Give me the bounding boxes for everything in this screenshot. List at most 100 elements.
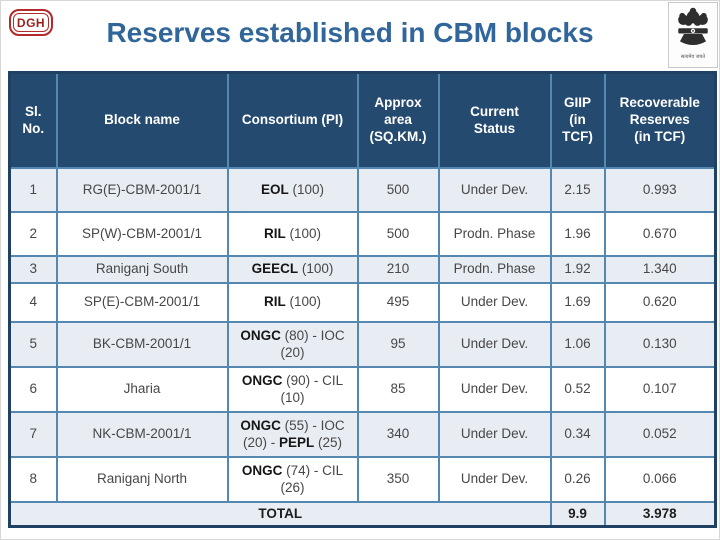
consortium-company: ONGC xyxy=(240,418,281,434)
cell-sl: 7 xyxy=(8,411,58,458)
cell-giip: 0.26 xyxy=(549,456,606,503)
emblem-caption: सत्यमेव जयते xyxy=(680,54,706,60)
consortium-share: (100) xyxy=(288,181,325,197)
consortium-company: GEECL xyxy=(251,261,299,277)
cell-recoverable: 0.130 xyxy=(603,321,717,368)
col-giip: GIIP (in TCF) xyxy=(549,71,606,169)
consortium-share: (25) xyxy=(314,434,343,450)
consortium-share: (55) - IOC (20) - xyxy=(242,418,345,450)
consortium-company: RIL xyxy=(263,294,286,310)
cell-area: 85 xyxy=(356,366,440,413)
cell-recoverable: 0.066 xyxy=(603,456,717,503)
cell-area: 340 xyxy=(356,411,440,458)
table-row: 3 Raniganj South GEECL (100) 210 Prodn. Phas… xyxy=(8,255,717,284)
cell-giip: 0.52 xyxy=(549,366,606,413)
consortium-company: ONGC xyxy=(241,463,283,479)
cell-sl: 5 xyxy=(8,321,58,368)
cell-consortium: ONGC (90) - CIL (10) xyxy=(226,366,359,413)
cell-status: Prodn. Phase xyxy=(437,255,552,284)
cell-area: 500 xyxy=(356,167,440,213)
cell-status: Under Dev. xyxy=(437,456,552,503)
cell-consortium: RIL (100) xyxy=(226,282,359,323)
cell-recoverable: 0.107 xyxy=(603,366,717,413)
total-recoverable: 3.978 xyxy=(603,501,717,527)
col-block-name: Block name xyxy=(55,71,229,169)
cell-block: SP(W)-CBM-2001/1 xyxy=(55,211,229,257)
cell-sl: 4 xyxy=(8,282,58,323)
cell-giip: 1.96 xyxy=(549,211,606,257)
consortium-company: RIL xyxy=(263,225,286,241)
cell-recoverable: 0.670 xyxy=(603,211,717,257)
cell-giip: 1.69 xyxy=(549,282,606,323)
cell-recoverable: 0.052 xyxy=(603,411,717,458)
cell-block: BK-CBM-2001/1 xyxy=(55,321,229,368)
col-approx-area: Approx area (SQ.KM.) xyxy=(356,71,440,169)
cell-block: NK-CBM-2001/1 xyxy=(55,411,229,458)
col-sl-no: Sl. No. xyxy=(8,71,58,169)
table-row: 6 Jharia ONGC (90) - CIL (10) 85 Under Dev. 0… xyxy=(8,366,717,413)
cell-area: 350 xyxy=(356,456,440,503)
table-row: 7 NK-CBM-2001/1 ONGC (55) - IOC (20) - PEP… xyxy=(8,411,717,458)
consortium-share: (80) - IOC (20) xyxy=(280,328,345,360)
cell-sl: 3 xyxy=(8,255,58,284)
cell-block: Jharia xyxy=(55,366,229,413)
table-row: 8 Raniganj North ONGC (74) - CIL (26) 350 Un… xyxy=(8,456,717,503)
cell-giip: 2.15 xyxy=(549,167,606,213)
cell-status: Under Dev. xyxy=(437,321,552,368)
table-row: 4 SP(E)-CBM-2001/1 RIL (100) 495 Under Dev. 1… xyxy=(8,282,717,323)
cell-consortium: GEECL (100) xyxy=(226,255,359,284)
cell-giip: 0.34 xyxy=(549,411,606,458)
total-label: TOTAL xyxy=(8,501,552,527)
cell-recoverable: 1.340 xyxy=(603,255,717,284)
table-row: 5 BK-CBM-2001/1 ONGC (80) - IOC (20) 95 Unde… xyxy=(8,321,717,368)
cell-consortium: ONGC (80) - IOC (20) xyxy=(226,321,359,368)
consortium-company: ONGC xyxy=(240,328,281,344)
col-current-status: Current Status xyxy=(437,71,552,169)
cell-consortium: ONGC (55) - IOC (20) - PEPL (25) xyxy=(226,411,359,458)
total-giip: 9.9 xyxy=(549,501,606,527)
cell-sl: 2 xyxy=(8,211,58,257)
total-row: TOTAL 9.9 3.978 xyxy=(8,501,717,527)
consortium-company: EOL xyxy=(260,181,289,197)
cell-area: 495 xyxy=(356,282,440,323)
consortium-share: (100) xyxy=(285,294,322,310)
cell-block: Raniganj North xyxy=(55,456,229,503)
consortium-company: PEPL xyxy=(278,434,315,450)
cell-consortium: RIL (100) xyxy=(226,211,359,257)
cell-consortium: ONGC (74) - CIL (26) xyxy=(226,456,359,503)
consortium-share: (74) - CIL (26) xyxy=(280,463,344,495)
cell-giip: 1.06 xyxy=(549,321,606,368)
india-national-emblem-icon xyxy=(678,7,708,46)
cell-giip: 1.92 xyxy=(549,255,606,284)
consortium-share: (100) xyxy=(285,225,322,241)
cell-block: RG(E)-CBM-2001/1 xyxy=(55,167,229,213)
consortium-company: ONGC xyxy=(241,373,283,389)
consortium-share: (100) xyxy=(298,261,334,277)
cell-status: Under Dev. xyxy=(437,167,552,213)
cell-status: Under Dev. xyxy=(437,366,552,413)
cell-status: Under Dev. xyxy=(437,411,552,458)
india-emblem-box: सत्यमेव जयते xyxy=(668,2,718,68)
dgh-logo-text: DGH xyxy=(16,15,46,30)
reserves-table: Sl. No. Block name Consortium (PI) Appro… xyxy=(8,71,717,528)
table-row: 2 SP(W)-CBM-2001/1 RIL (100) 500 Prodn. Phas… xyxy=(8,211,717,257)
cell-sl: 6 xyxy=(8,366,58,413)
consortium-share: (90) - CIL (10) xyxy=(280,373,344,405)
table-footer: TOTAL 9.9 3.978 xyxy=(8,501,717,527)
cell-status: Prodn. Phase xyxy=(437,211,552,257)
cell-sl: 1 xyxy=(8,167,58,213)
table-body: 1 RG(E)-CBM-2001/1 EOL (100) 500 Under Dev. 2… xyxy=(8,167,717,503)
cell-recoverable: 0.620 xyxy=(603,282,717,323)
cell-block: Raniganj South xyxy=(55,255,229,284)
table-header: Sl. No. Block name Consortium (PI) Appro… xyxy=(8,71,717,169)
table-row: 1 RG(E)-CBM-2001/1 EOL (100) 500 Under Dev. 2… xyxy=(8,167,717,213)
cell-status: Under Dev. xyxy=(437,282,552,323)
col-recoverable-reserves: Recoverable Reserves (in TCF) xyxy=(603,71,717,169)
col-consortium: Consortium (PI) xyxy=(226,71,359,169)
cell-area: 210 xyxy=(356,255,440,284)
cell-consortium: EOL (100) xyxy=(226,167,359,213)
header-row: Sl. No. Block name Consortium (PI) Appro… xyxy=(8,71,717,169)
cell-recoverable: 0.993 xyxy=(603,167,717,213)
cell-area: 95 xyxy=(356,321,440,368)
